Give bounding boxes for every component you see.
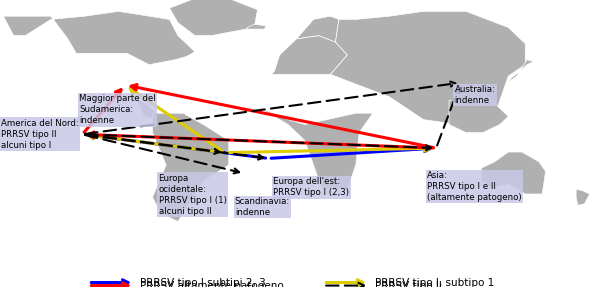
Polygon shape — [135, 97, 161, 120]
Polygon shape — [248, 24, 266, 29]
Text: Scandinavia:
indenne: Scandinavia: indenne — [235, 197, 290, 217]
Text: America del Nord:
PRRSV tipo II
alcuni tipo I: America del Nord: PRRSV tipo II alcuni t… — [1, 119, 79, 150]
Polygon shape — [271, 36, 347, 74]
Polygon shape — [508, 60, 534, 82]
Text: Europa
ocidentale:
PRRSV tipo I (1)
alcuni tipo II: Europa ocidentale: PRRSV tipo I (1) alcu… — [159, 174, 226, 216]
Text: PRRSV tipo II: PRRSV tipo II — [375, 281, 442, 287]
Polygon shape — [576, 189, 590, 205]
Text: PRRSV altamente patogeno: PRRSV altamente patogeno — [140, 281, 284, 287]
Text: Asia:
PRRSV tipo I e II
(altamente patogeno): Asia: PRRSV tipo I e II (altamente patog… — [427, 171, 522, 202]
Polygon shape — [481, 152, 545, 194]
Polygon shape — [331, 11, 525, 133]
Text: PRRSV tipo I, subtipo 1: PRRSV tipo I, subtipo 1 — [375, 278, 494, 287]
Polygon shape — [449, 100, 508, 133]
Text: PRRSV tipo I subtipi 2, 3: PRRSV tipo I subtipi 2, 3 — [140, 278, 266, 287]
Polygon shape — [170, 0, 257, 36]
Polygon shape — [4, 11, 195, 65]
Polygon shape — [257, 107, 373, 189]
Polygon shape — [296, 16, 339, 42]
Polygon shape — [152, 113, 229, 222]
Text: Maggior parte del
Sudamerica:
indenne: Maggior parte del Sudamerica: indenne — [79, 94, 156, 125]
Text: Australia:
indenne: Australia: indenne — [454, 85, 495, 105]
Text: Europa dell'est:
PRRSV tipo I (2,3): Europa dell'est: PRRSV tipo I (2,3) — [273, 177, 350, 197]
